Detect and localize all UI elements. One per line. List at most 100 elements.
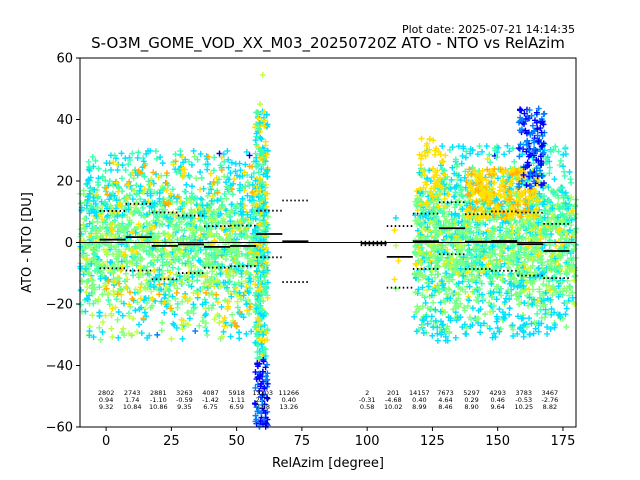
scatter-point (130, 251, 137, 258)
scatter-point (437, 230, 444, 237)
scatter-point (141, 173, 148, 180)
scatter-point (551, 212, 558, 219)
scatter-point (424, 233, 431, 240)
scatter-point (150, 169, 157, 176)
scatter-point (105, 297, 112, 304)
scatter-point (546, 283, 553, 290)
scatter-point (131, 226, 138, 233)
scatter-point (143, 219, 150, 226)
scatter-point (528, 227, 535, 234)
scatter-point (81, 215, 88, 222)
scatter-point (459, 152, 466, 159)
scatter-point (418, 258, 425, 265)
scatter-point (550, 215, 557, 222)
scatter-point (214, 260, 221, 267)
y-tick-label: 60 (56, 52, 73, 67)
bin-std: 10.84 (123, 403, 142, 411)
scatter-point (164, 297, 171, 304)
scatter-point (148, 175, 155, 182)
scatter-point (238, 211, 245, 218)
scatter-point (244, 233, 251, 240)
scatter-point (252, 384, 259, 391)
scatter-point (218, 166, 225, 173)
scatter-point (534, 125, 541, 132)
scatter-point (116, 248, 123, 255)
scatter-point (252, 418, 259, 425)
scatter-point (508, 292, 515, 299)
scatter-point (536, 286, 543, 293)
scatter-point (103, 249, 110, 256)
scatter-point (504, 245, 511, 252)
scatter-point (140, 188, 147, 195)
scatter-point (147, 180, 154, 187)
scatter-point (467, 204, 474, 211)
scatter-point (259, 368, 266, 375)
scatter-point (155, 174, 162, 181)
x-tick-label: 75 (294, 434, 311, 449)
scatter-point (261, 286, 268, 293)
scatter-point (176, 224, 183, 231)
scatter-point (412, 212, 419, 219)
scatter-point (188, 161, 195, 168)
scatter-point (228, 201, 235, 208)
scatter-point (433, 145, 440, 152)
x-tick-label: 150 (485, 434, 510, 449)
scatter-point (495, 209, 502, 216)
scatter-point (539, 118, 546, 125)
scatter-point (203, 327, 210, 334)
scatter-point (83, 295, 90, 302)
scatter-point (526, 107, 533, 114)
scatter-point (91, 254, 98, 261)
scatter-point (522, 164, 529, 171)
scatter-point (123, 284, 130, 291)
scatter-point (545, 184, 552, 191)
scatter-point (425, 283, 432, 290)
scatter-point (149, 295, 156, 302)
scatter-point (158, 327, 165, 334)
scatter-point (102, 275, 109, 282)
scatter-point (163, 180, 170, 187)
bin-std: 6.59 (229, 403, 243, 411)
scatter-point (498, 285, 505, 292)
scatter-point (93, 212, 100, 219)
bin-statistics: 28020.949.3227431.7410.842881-1.1010.863… (98, 199, 570, 411)
scatter-point (244, 262, 251, 269)
scatter-point (121, 251, 128, 258)
scatter-point (538, 160, 545, 167)
scatter-point (514, 201, 521, 208)
scatter-point (446, 330, 453, 337)
scatter-point (458, 192, 465, 199)
scatter-point (447, 264, 454, 271)
scatter-point (94, 179, 101, 186)
scatter-point (572, 272, 579, 279)
scatter-point (213, 291, 220, 298)
scatter-point (162, 291, 169, 298)
scatter-point (507, 221, 514, 228)
scatter-point (179, 280, 186, 287)
scatter-point (478, 174, 485, 181)
scatter-point (560, 151, 567, 158)
scatter-point (197, 150, 204, 157)
scatter-point (169, 186, 176, 193)
scatter-point (83, 289, 90, 296)
scatter-point (255, 169, 262, 176)
scatter-point (177, 206, 184, 213)
scatter-point (464, 252, 471, 259)
scatter-point (114, 228, 121, 235)
scatter-point (430, 198, 437, 205)
scatter-point (223, 211, 230, 218)
scatter-point (496, 306, 503, 313)
scatter-point (251, 400, 258, 407)
scatter-point (186, 173, 193, 180)
scatter-point (429, 278, 436, 285)
scatter-point (493, 318, 500, 325)
scatter-point (419, 284, 426, 291)
scatter-point (177, 249, 184, 256)
scatter-point (244, 307, 251, 314)
scatter-point (207, 230, 214, 237)
scatter-point (151, 268, 158, 275)
scatter-point (204, 192, 211, 199)
scatter-point (144, 211, 151, 218)
bin-count: 11266 (278, 389, 299, 397)
scatter-point (254, 109, 261, 116)
